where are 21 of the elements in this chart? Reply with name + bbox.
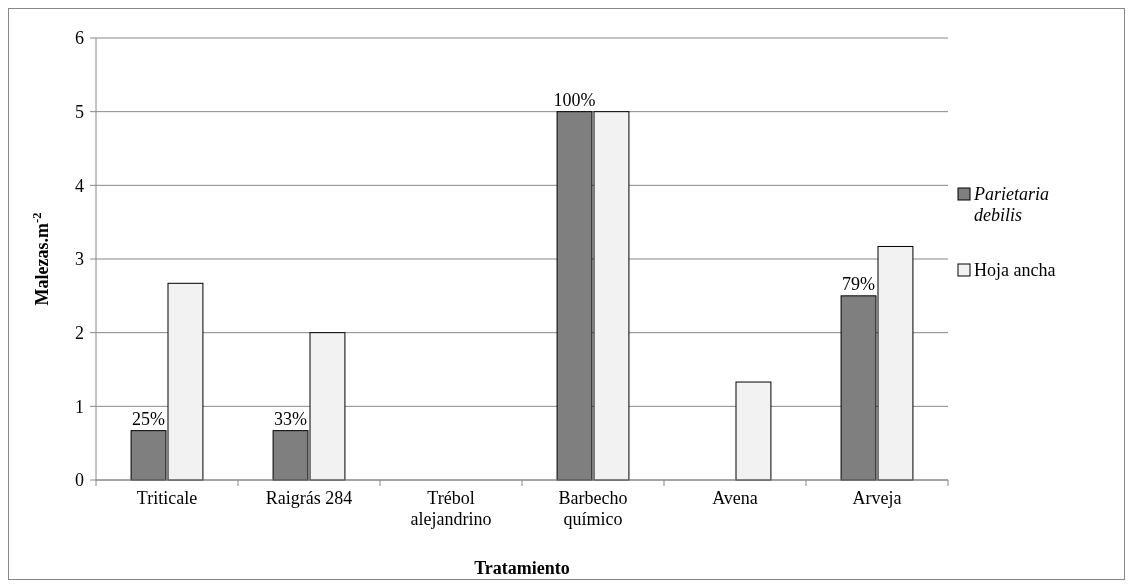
y-tick-label: 4 xyxy=(75,175,84,196)
x-tick-label: Trébol alejandrino xyxy=(410,488,492,529)
x-tick-label: Arveja xyxy=(852,488,902,508)
y-tick-label: 6 xyxy=(75,28,84,49)
annotation: 25% xyxy=(132,408,166,429)
bar xyxy=(735,381,772,481)
x-tick-label: Avena xyxy=(712,488,758,508)
x-tick-label: Raigrás 284 xyxy=(265,488,353,508)
y-tick-label: 1 xyxy=(75,396,84,417)
legend-label: Parietaria debilis xyxy=(973,184,1049,226)
legend-label: Hoja ancha xyxy=(974,260,1056,281)
x-tick-label: Triticale xyxy=(136,488,198,508)
annotation: 100% xyxy=(553,89,596,110)
annotation: 79% xyxy=(842,273,876,294)
y-tick-label: 3 xyxy=(75,249,84,270)
y-tick-label: 2 xyxy=(75,322,84,343)
y-tick-label: 5 xyxy=(75,101,84,122)
y-tick-label: 0 xyxy=(75,470,84,491)
x-tick-label: Barbecho químico xyxy=(558,488,628,529)
annotation: 33% xyxy=(274,408,308,429)
x-axis-title: Tratamiento xyxy=(474,558,570,578)
